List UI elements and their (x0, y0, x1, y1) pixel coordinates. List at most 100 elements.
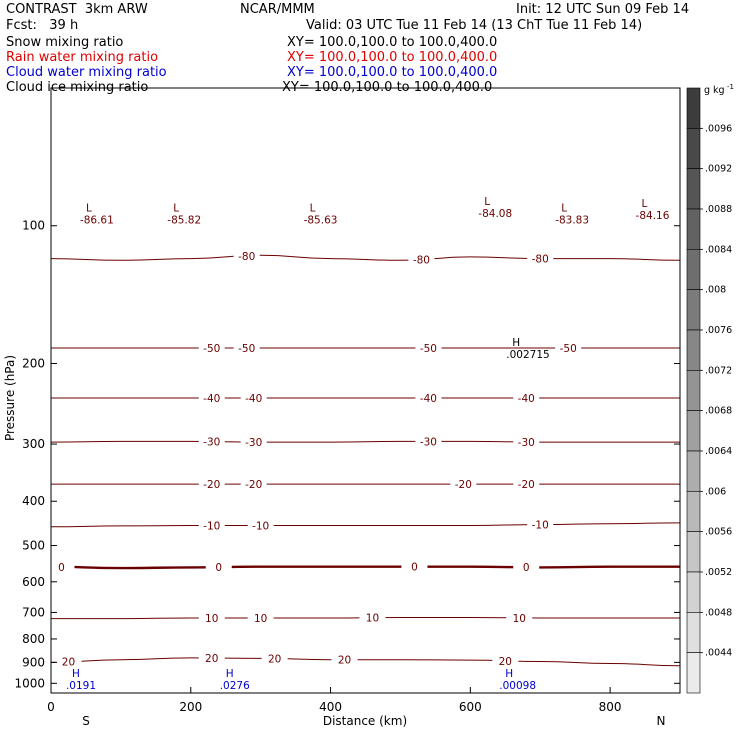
extremum-marker: L (642, 198, 648, 210)
colorbar-unit: g kg (704, 85, 725, 96)
extremum-value: -83.83 (555, 214, 589, 226)
contour-label: -20 (245, 479, 262, 491)
contour-label-background (415, 435, 442, 448)
colorbar-swatch (686, 450, 701, 492)
colorbar-swatch (686, 329, 701, 371)
contour-label-background (240, 435, 267, 448)
colorbar-tick-label: .0076 (705, 325, 732, 336)
contour-label: -80 (238, 251, 255, 263)
y-tick-label: 300 (22, 437, 45, 451)
field-xs-snow: XY= 100.0,100.0 to 100.0,400.0 (287, 35, 498, 50)
colorbar-tick-label: .0056 (705, 527, 732, 538)
colorbar-swatch (686, 370, 701, 411)
contour-label-background (331, 653, 358, 666)
contour-label-background (240, 392, 267, 405)
contour-label-background (359, 611, 386, 624)
contour-label-background (233, 341, 260, 354)
x-tick-label: 0 (47, 700, 55, 714)
extremum-marker: H (72, 668, 80, 680)
extremum-value: .002715 (506, 349, 549, 361)
extremum-value: -84.16 (636, 210, 670, 222)
contour-label: 10 (205, 613, 218, 625)
colorbar-swatch (686, 289, 701, 331)
y-tick-label: 900 (22, 655, 45, 669)
y-tick-label: 800 (22, 632, 45, 646)
contour-label: -40 (245, 393, 262, 405)
center-label: NCAR/MMM (240, 2, 315, 17)
y-tick-label: 1000 (14, 676, 45, 690)
colorbar-swatch (686, 571, 701, 613)
colorbar-tick-label: .008 (705, 285, 726, 296)
field-name-rain: Rain water mixing ratio (6, 50, 159, 65)
y-tick-label: 500 (22, 539, 45, 553)
extremum-marker: L (173, 202, 179, 214)
contour-line (50, 440, 680, 443)
extremum-marker: L (484, 196, 490, 208)
contour-label: 10 (254, 613, 267, 625)
contour-label: -30 (518, 437, 535, 449)
colorbar-tick-label: .0044 (705, 648, 732, 659)
colorbar-swatch (686, 491, 701, 532)
contour-label: 0 (58, 562, 65, 574)
extremum-marker: H (505, 668, 513, 680)
contour-label: -50 (420, 343, 437, 355)
extremum-marker: L (310, 202, 316, 214)
contour-label: 0 (411, 562, 418, 574)
contour-label: 10 (513, 613, 526, 625)
contour-line (50, 254, 681, 261)
colorbar-swatch (686, 208, 701, 250)
contour-label: 0 (215, 562, 222, 574)
contour-label-background (513, 435, 540, 448)
contour-label: -80 (413, 254, 430, 266)
colorbar-tick-label: .0048 (705, 607, 732, 618)
contour-label-background (513, 478, 540, 491)
contour-label-background (513, 561, 540, 574)
contour-label: -80 (532, 254, 549, 266)
contour-label-background (527, 252, 554, 265)
contour-label-layer: -80 -80 -80 -50 -50 -50 -50 -40 -40 -40 -40 -30 -30 -… (48, 196, 670, 692)
extremum-value: .0276 (220, 680, 250, 692)
colorbar-tick-label: .0072 (705, 365, 732, 376)
contour-label: 10 (366, 613, 379, 625)
contour-label: 20 (268, 654, 281, 666)
x-tick-label: 400 (319, 700, 342, 714)
contour-label-background (198, 652, 225, 665)
contour-layer (50, 254, 681, 667)
contour-label-background (240, 478, 267, 491)
contour-label-background (506, 611, 533, 624)
extremum-value: -84.08 (478, 208, 512, 220)
model-title: CONTRAST 3km ARW (6, 2, 148, 17)
contour-label: -40 (203, 393, 220, 405)
colorbar-swatch (686, 410, 701, 452)
colorbar-swatch (686, 168, 701, 210)
x-end-label-left: S (82, 714, 90, 728)
contour-label-background (555, 341, 582, 354)
contour-label-background (198, 519, 225, 532)
colorbar-tick-label: .0068 (705, 406, 732, 417)
x-end-label-right: N (657, 714, 666, 728)
contour-label-background (198, 612, 225, 625)
colorbar-tick-label: .0084 (705, 244, 732, 255)
field-name-cloud-water: Cloud water mixing ratio (6, 65, 167, 80)
contour-label: 20 (62, 657, 75, 669)
y-tick-label: 400 (22, 494, 45, 508)
colorbar-swatch (686, 531, 701, 573)
extremum-marker: H (512, 337, 520, 349)
extremum-marker: L (86, 202, 92, 214)
y-axis-title: Pressure (hPa) (3, 355, 17, 441)
y-tick-label: 700 (22, 605, 45, 619)
colorbar-tick-label: .0088 (705, 204, 732, 215)
colorbar-tick-label: .0052 (705, 567, 732, 578)
colorbar-swatch (686, 612, 701, 653)
contour-label-background (48, 560, 75, 573)
contour-label-background (527, 518, 554, 531)
contour-label-background (205, 561, 232, 574)
contour-label-background (198, 478, 225, 491)
contour-label-background (198, 341, 225, 354)
contour-label-background (401, 560, 428, 573)
valid-time: Valid: 03 UTC Tue 11 Feb 14 (13 ChT Tue … (306, 18, 643, 33)
axis-layer: Distance (km) Pressure (hPa) S N 1002003… (3, 87, 681, 728)
contour-line (50, 657, 681, 667)
contour-label: -10 (252, 521, 269, 533)
